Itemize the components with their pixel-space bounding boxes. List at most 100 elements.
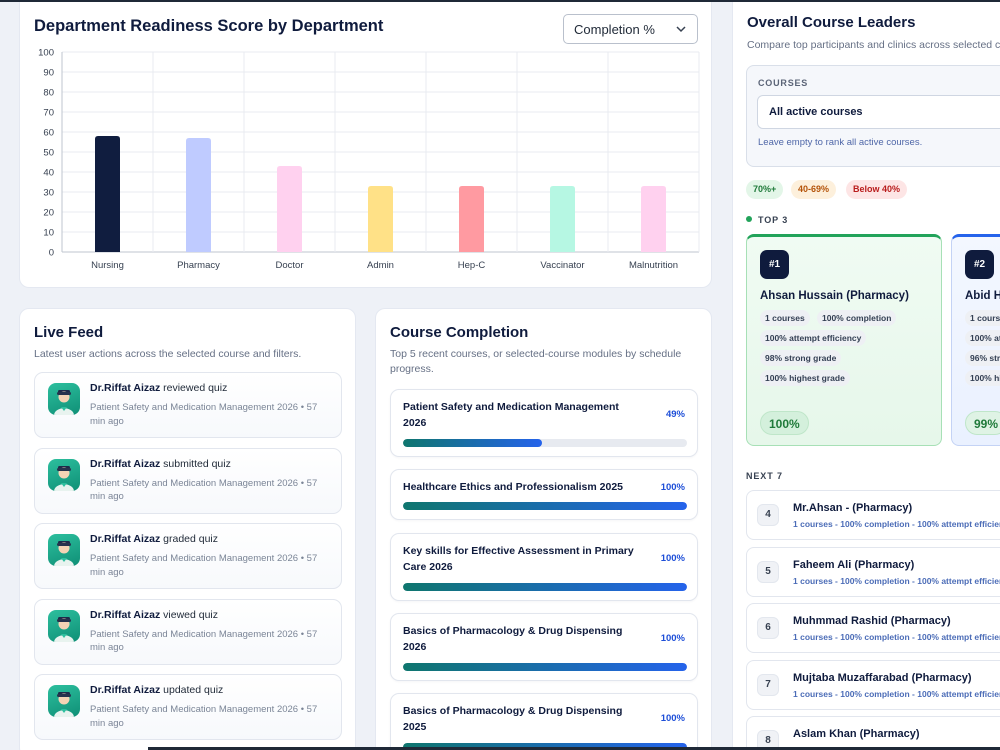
y-tick-label: 70 xyxy=(43,108,54,119)
feed-user-name: Dr.Riffat Aizaz xyxy=(90,457,161,470)
course-completion-title: Course Completion xyxy=(390,324,529,341)
course-progress-fill xyxy=(403,663,687,671)
y-tick-label: 80 xyxy=(43,88,54,99)
leaders-title: Overall Course Leaders xyxy=(747,14,916,31)
user-avatar-icon xyxy=(48,609,80,642)
leader-list-item[interactable]: 7 Mujtaba Muzaffarabad (Pharmacy) 1 course… xyxy=(746,659,1000,710)
chart-title: Department Readiness Score by Department xyxy=(34,17,384,35)
rank-number: 5 xyxy=(757,560,779,583)
x-tick-label: Pharmacy xyxy=(177,260,220,271)
course-progress-fill xyxy=(403,583,687,591)
course-item[interactable]: Basics of Pharmacology & Drug Dispensing… xyxy=(390,693,698,750)
feed-action: graded quiz xyxy=(163,533,219,545)
readiness-chart-card: Department Readiness Score by Department… xyxy=(19,2,712,288)
course-percent: 100% xyxy=(660,482,685,493)
top-3-label: TOP 3 xyxy=(746,215,788,225)
course-item[interactable]: Key skills for Effective Assessment in P… xyxy=(390,533,698,601)
course-filter-hint: Leave empty to rank all active courses. xyxy=(758,137,923,148)
leader-name: Ahsan Hussain (Pharmacy) xyxy=(760,290,909,302)
course-progress-fill xyxy=(403,502,687,510)
course-filter-input[interactable]: All active courses xyxy=(757,95,1000,129)
stat-chip: 100% attempt efficiency xyxy=(760,330,867,346)
feed-item-meta: Patient Safety and Medication Management… xyxy=(90,477,318,503)
course-completion-card: Course Completion Top 5 recent courses, … xyxy=(375,308,712,750)
leader-list-item[interactable]: 6 Muhmmad Rashid (Pharmacy) 1 courses - 10… xyxy=(746,603,1000,653)
chevron-down-icon xyxy=(676,26,686,33)
user-avatar-icon xyxy=(48,383,80,415)
window-bottom-border xyxy=(148,747,1000,750)
top-leader-card[interactable]: #2 Abid Hussain (Pharmacy) 1 courses 100% a… xyxy=(951,234,1000,446)
bar-vaccinator xyxy=(550,186,575,252)
bar-nursing xyxy=(95,136,120,252)
course-name: Key skills for Effective Assessment in P… xyxy=(403,545,634,573)
course-name: Basics of Pharmacology & Drug Dispensing… xyxy=(403,625,623,653)
feed-item[interactable]: Dr.Riffat Aizaz graded quiz Patient Safet… xyxy=(34,523,342,589)
stat-chip: 100% highest grade xyxy=(965,370,1000,386)
feed-item[interactable]: Dr.Riffat Aizaz submitted quiz Patient Sa… xyxy=(34,447,342,514)
user-avatar-icon xyxy=(48,685,80,717)
course-completion-subtitle: Top 5 recent courses, or selected-course… xyxy=(390,348,682,375)
feed-item-meta: Patient Safety and Medication Management… xyxy=(90,704,318,729)
y-tick-label: 10 xyxy=(43,228,54,239)
feed-action: reviewed quiz xyxy=(163,382,228,394)
leader-meta: 1 courses - 100% completion - 100% attem… xyxy=(793,519,1000,529)
leader-name: Abid Hussain (Pharmacy) xyxy=(965,290,1000,302)
stat-chip: 96% strong grade xyxy=(965,350,1000,366)
feed-user-name: Dr.Riffat Aizaz xyxy=(90,382,161,394)
feed-item-text: Dr.Riffat Aizaz submitted quiz xyxy=(90,458,335,470)
bar-pharmacy xyxy=(186,138,211,252)
green-dot-icon xyxy=(746,216,752,222)
y-tick-label: 90 xyxy=(43,68,54,79)
feed-action: updated quiz xyxy=(163,684,224,696)
course-name: Patient Safety and Medication Management… xyxy=(403,401,619,429)
leader-list-item[interactable]: 4 Mr.Ahsan - (Pharmacy) 1 courses - 100% c… xyxy=(746,490,1000,540)
course-name: Basics of Pharmacology & Drug Dispensing… xyxy=(403,705,623,733)
course-item[interactable]: Patient Safety and Medication Management… xyxy=(390,389,698,457)
courses-filter-label: COURSES xyxy=(758,78,809,88)
user-avatar-icon xyxy=(48,534,80,566)
stat-chip: 1 courses xyxy=(760,310,810,326)
legend-pill: 70%+ xyxy=(746,180,784,199)
leader-score: 100% xyxy=(760,411,809,435)
rank-badge: #2 xyxy=(965,250,994,279)
leader-list-item[interactable]: 5 Faheem Ali (Pharmacy) 1 courses - 100% c… xyxy=(746,546,1000,597)
course-percent: 100% xyxy=(660,553,685,564)
user-avatar-icon xyxy=(48,458,80,491)
stat-chip: 1 courses xyxy=(965,310,1000,326)
bar-admin xyxy=(368,186,393,252)
feed-item-text: Dr.Riffat Aizaz reviewed quiz xyxy=(90,382,335,394)
course-item[interactable]: Healthcare Ethics and Professionalism 20… xyxy=(390,469,698,520)
live-feed-card: Live Feed Latest user actions across the… xyxy=(19,308,356,750)
y-tick-label: 100 xyxy=(38,48,54,59)
top-3-label-text: TOP 3 xyxy=(758,215,789,225)
stat-chip: 100% completion xyxy=(817,310,897,326)
feed-item-meta: Patient Safety and Medication Management… xyxy=(90,553,318,578)
leader-name: Aslam Khan (Pharmacy) xyxy=(793,728,920,740)
x-tick-label: Vaccinator xyxy=(540,260,584,271)
course-progress-bar xyxy=(403,583,687,591)
y-tick-label: 40 xyxy=(43,168,54,179)
feed-item[interactable]: Dr.Riffat Aizaz reviewed quiz Patient Saf… xyxy=(34,372,342,438)
legend-pill: 40-69% xyxy=(791,180,837,199)
leader-name: Mr.Ahsan - (Pharmacy) xyxy=(793,502,913,514)
feed-item[interactable]: Dr.Riffat Aizaz updated quiz Patient Safe… xyxy=(34,674,342,740)
y-tick-label: 20 xyxy=(43,208,54,219)
feed-user-name: Dr.Riffat Aizaz xyxy=(90,533,161,545)
feed-item-text: Dr.Riffat Aizaz graded quiz xyxy=(90,533,335,545)
metric-select-value: Completion % xyxy=(574,21,655,37)
leader-name: Faheem Ali (Pharmacy) xyxy=(793,558,915,571)
rank-number: 8 xyxy=(757,730,779,750)
course-name: Healthcare Ethics and Professionalism 20… xyxy=(403,481,624,493)
feed-item-text: Dr.Riffat Aizaz updated quiz xyxy=(90,684,335,696)
course-percent: 100% xyxy=(660,713,685,724)
feed-item[interactable]: Dr.Riffat Aizaz viewed quiz Patient Safet… xyxy=(34,598,342,665)
stat-chip: 100% attempt efficiency xyxy=(965,330,1000,346)
course-percent: 100% xyxy=(660,633,685,644)
metric-select[interactable]: Completion % xyxy=(563,14,698,44)
y-tick-label: 50 xyxy=(43,148,54,159)
top-leader-card[interactable]: #1 Ahsan Hussain (Pharmacy) 1 courses 100% … xyxy=(746,234,942,446)
rank-number: 6 xyxy=(757,617,779,639)
course-item[interactable]: Basics of Pharmacology & Drug Dispensing… xyxy=(390,613,698,681)
leader-meta: 1 courses - 100% completion - 100% attem… xyxy=(793,575,1000,586)
